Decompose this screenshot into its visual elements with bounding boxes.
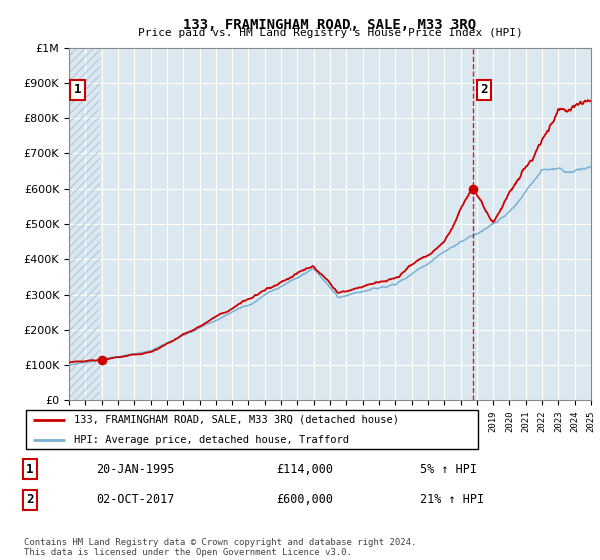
Text: 02-OCT-2017: 02-OCT-2017 — [96, 493, 175, 506]
Text: 1: 1 — [26, 463, 34, 476]
FancyBboxPatch shape — [26, 410, 478, 449]
Text: 1: 1 — [74, 83, 82, 96]
Text: £114,000: £114,000 — [276, 463, 333, 476]
Text: HPI: Average price, detached house, Trafford: HPI: Average price, detached house, Traf… — [74, 435, 349, 445]
Text: 133, FRAMINGHAM ROAD, SALE, M33 3RQ: 133, FRAMINGHAM ROAD, SALE, M33 3RQ — [184, 18, 476, 32]
Text: 133, FRAMINGHAM ROAD, SALE, M33 3RQ (detached house): 133, FRAMINGHAM ROAD, SALE, M33 3RQ (det… — [74, 415, 399, 424]
Text: Contains HM Land Registry data © Crown copyright and database right 2024.
This d: Contains HM Land Registry data © Crown c… — [24, 538, 416, 557]
Text: £600,000: £600,000 — [276, 493, 333, 506]
Text: Price paid vs. HM Land Registry's House Price Index (HPI): Price paid vs. HM Land Registry's House … — [137, 28, 523, 38]
Text: 20-JAN-1995: 20-JAN-1995 — [96, 463, 175, 476]
Text: 5% ↑ HPI: 5% ↑ HPI — [420, 463, 477, 476]
Text: 2: 2 — [26, 493, 34, 506]
Text: 2: 2 — [480, 83, 488, 96]
Text: 21% ↑ HPI: 21% ↑ HPI — [420, 493, 484, 506]
